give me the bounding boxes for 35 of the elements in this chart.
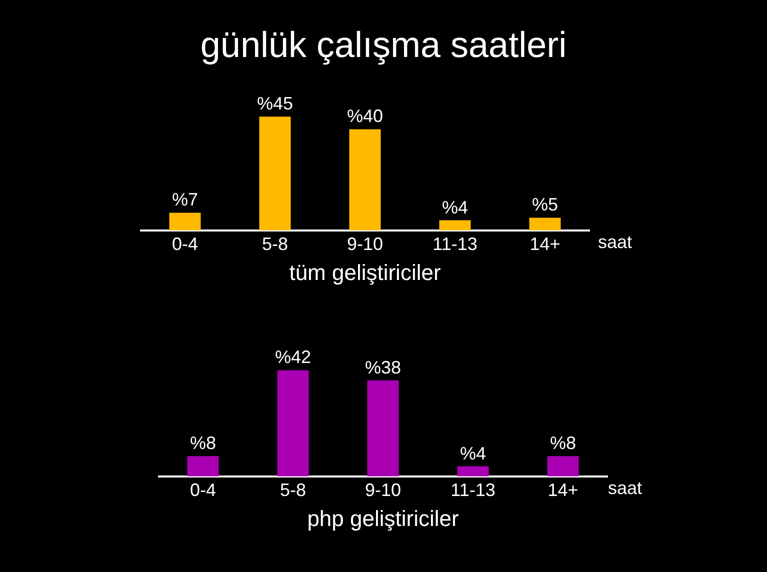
x-tick-label: 9-10 <box>364 480 402 500</box>
data-label: %4 <box>460 443 486 464</box>
bar <box>547 456 579 476</box>
data-label: %5 <box>532 194 558 215</box>
x-tick-label: 0-4 <box>190 480 216 500</box>
chart-title: günlük çalışma saatleri <box>199 23 568 67</box>
bar <box>439 220 471 230</box>
bar <box>187 456 219 476</box>
data-label: %8 <box>190 433 216 454</box>
data-label: %4 <box>442 197 468 218</box>
bar <box>169 212 201 230</box>
bar <box>367 380 399 476</box>
x-tick-label: 14+ <box>530 234 560 254</box>
data-label: %40 <box>346 106 384 126</box>
x-tick-label: 9-10 <box>346 234 384 254</box>
data-label: %45 <box>256 94 294 114</box>
x-tick-label: 14+ <box>548 480 578 500</box>
x-tick-label: 11-13 <box>450 480 496 500</box>
bar <box>259 116 291 230</box>
x-axis-title: php geliştiriciler <box>306 506 460 533</box>
x-tick-label: 0-4 <box>172 234 198 254</box>
data-label: %8 <box>550 433 576 454</box>
data-label: %42 <box>274 347 312 368</box>
bar <box>457 466 489 476</box>
x-axis-title: tüm geliştiriciler <box>288 260 442 287</box>
x-tick-label: 11-13 <box>432 234 478 254</box>
bar <box>529 218 561 230</box>
x-tick-label: 5-8 <box>262 234 288 254</box>
text: saat <box>608 478 642 499</box>
data-label: %7 <box>172 190 198 210</box>
bar <box>277 370 309 476</box>
x-tick-label: 5-8 <box>280 480 306 500</box>
bar <box>349 129 381 230</box>
text: saat <box>598 232 632 253</box>
data-label: %38 <box>364 357 402 378</box>
